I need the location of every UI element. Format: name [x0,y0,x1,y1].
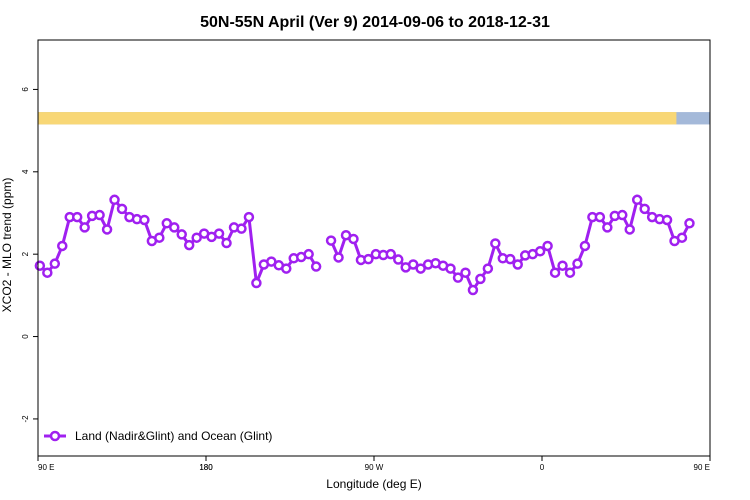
data-point [594,211,606,223]
data-point [71,211,83,223]
data-point [482,263,494,274]
data-point [617,209,628,221]
data-point [564,267,576,278]
x-tick-label: 180 [199,463,213,472]
data-point [639,203,650,215]
data-point [579,240,591,252]
x-axis-label: Longitude (deg E) [326,477,421,491]
data-point [154,232,165,243]
data-point [176,229,187,240]
data-point [101,224,113,235]
data-point [310,261,322,272]
surface-band-land [38,112,132,125]
legend-label: Land (Nadir&Glint) and Ocean (Glint) [75,429,272,443]
data-point [243,211,255,223]
series-line [38,198,318,285]
data-point [505,253,516,265]
y-tick-label: 6 [21,87,30,92]
data-point [661,214,673,226]
x-tick-label: 90 W [365,463,384,472]
x-tick-label: 180 [199,463,213,472]
y-tick-label: 2 [21,251,30,256]
data-point [572,258,583,269]
data-point [549,267,561,278]
data-point [512,259,523,270]
data-point [363,253,374,265]
chart-title: 50N-55N April (Ver 9) 2014-09-06 to 2018… [200,14,550,31]
data-point [542,240,553,252]
y-axis-label: XCO2 - MLO trend (ppm) [0,178,14,313]
data-point [79,222,90,233]
data-point [348,233,359,245]
data-point [169,222,180,233]
x-tick-label: 90 E [694,463,710,472]
data-point [624,224,635,235]
data-point [34,260,46,271]
data-point [57,240,68,252]
data-point [475,273,486,285]
data-point [684,218,695,229]
legend-marker [49,430,61,442]
data-point [467,284,479,296]
data-point [303,248,314,260]
data-point [676,232,688,243]
data-point [490,238,501,249]
data-point [407,259,419,270]
data-point [281,263,292,274]
y-tick-label: 0 [21,334,30,339]
data-point [452,272,464,283]
x-tick-label: 90 E [38,463,54,472]
series-line [329,198,691,292]
data-point [221,237,232,249]
y-tick-label: -2 [21,415,30,423]
data-point [415,263,426,274]
data-point [333,252,344,263]
plot-frame [37,39,711,457]
data-point [49,258,61,269]
data-point [191,232,202,243]
surface-band-land [129,112,677,125]
data-point [602,222,613,233]
data-point [325,235,337,246]
data-point [534,246,546,257]
data-point [213,228,225,239]
data-point [42,267,53,278]
data-point [236,223,247,234]
data-point [116,203,128,215]
data-point [139,214,150,226]
data-point [460,267,471,278]
data-point [631,194,643,206]
data-point [385,248,397,260]
data-point [251,277,262,289]
data-point [557,260,568,271]
x-tick-label: 0 [540,463,545,472]
data-point [109,194,120,206]
data-point [393,254,404,265]
data-point [445,263,456,274]
data-point [161,218,173,229]
data-point [183,239,195,251]
data-point [94,209,105,221]
y-tick-label: 4 [21,169,30,174]
surface-band-land [140,112,206,125]
